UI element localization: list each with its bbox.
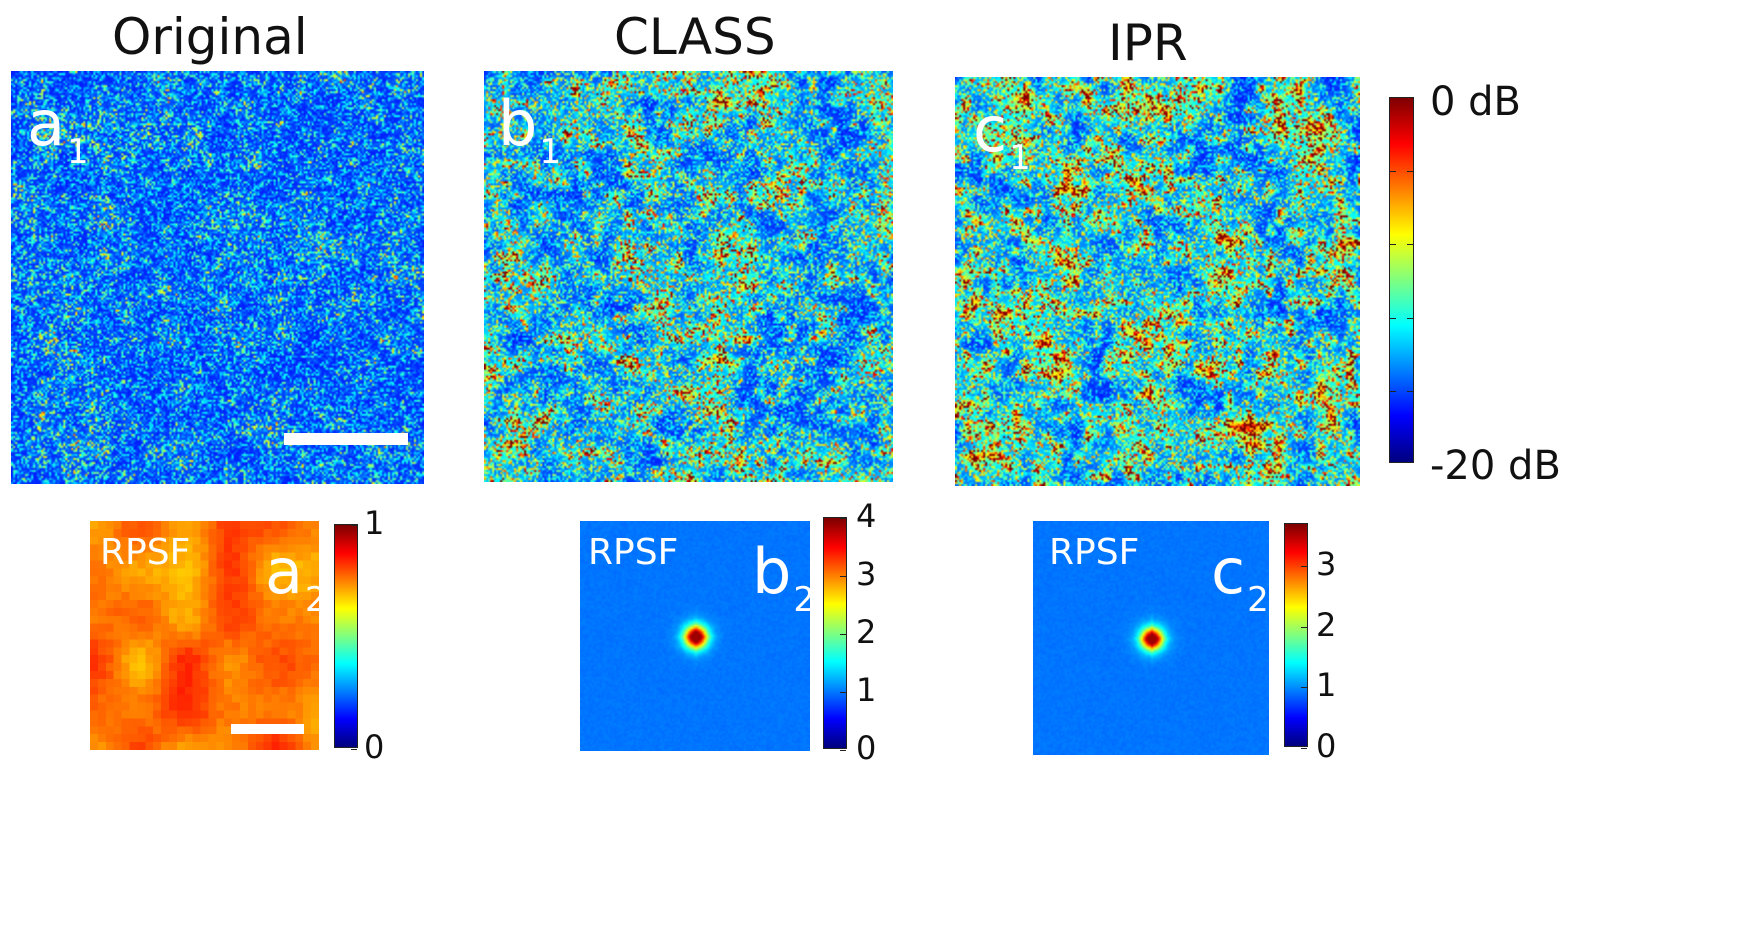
rpsf-image-ipr (1033, 521, 1269, 755)
colorbar-tick (1407, 171, 1413, 173)
colorbar-tick-label: 1 (364, 504, 385, 542)
panel-label-a1: a1 (27, 87, 89, 172)
colorbar-tick-label: 0 (1316, 727, 1337, 765)
rpsf-label-b2: RPSF (588, 532, 679, 573)
colorbar-tick (1407, 390, 1413, 392)
colorbar-tick-label: 1 (1316, 666, 1337, 705)
colorbar-tick (1390, 390, 1396, 392)
colorbar-tick (1390, 171, 1396, 173)
panel-label-c2: c2 (1211, 535, 1269, 620)
colorbar-tick-label: 3 (856, 555, 877, 593)
colorbar-tick (840, 634, 846, 635)
scale-bar (284, 433, 408, 445)
colorbar-tick (1407, 317, 1413, 319)
colorbar-tick (1390, 317, 1396, 319)
speckle-image-ipr (955, 77, 1360, 486)
colorbar-tick (840, 518, 846, 519)
panel-c2-rpsf: RPSF c2 (1033, 521, 1269, 755)
colorbar-tick (840, 692, 846, 693)
colorbar-tick-label: 1 (856, 671, 877, 709)
panel-b2-rpsf: RPSF b2 (580, 521, 810, 751)
db-colorbar (1389, 97, 1414, 463)
colorbar-tick (1301, 566, 1307, 568)
panel-b1-class-image: b1 (484, 71, 893, 482)
panel-label-c1: c1 (973, 93, 1031, 178)
colorbar-tick-label: 0 (364, 728, 385, 766)
panel-label-a2: a2 (265, 535, 319, 620)
rpsf-colorbar-a2 (334, 524, 358, 750)
colorbar-tick-label: 2 (1316, 605, 1337, 644)
speckle-image-original (11, 71, 424, 484)
colorbar-max-label: 0 dB (1430, 79, 1521, 125)
colorbar-tick-label: 4 (856, 497, 877, 535)
colorbar-tick (1407, 244, 1413, 246)
rpsf-image-class (580, 521, 810, 751)
rpsf-label-c2: RPSF (1049, 532, 1140, 573)
speckle-image-class (484, 71, 893, 482)
column-title-original: Original (112, 8, 308, 66)
colorbar-tick-label: 3 (1316, 545, 1337, 584)
colorbar-tick (1301, 687, 1307, 689)
colorbar-tick-label: 2 (856, 613, 877, 651)
colorbar-tick (840, 750, 846, 751)
colorbar-tick-label: 0 (856, 729, 877, 767)
rpsf-image-original (90, 521, 319, 750)
colorbar-tick (351, 525, 357, 526)
panel-label-b1: b1 (498, 87, 561, 172)
panel-a2-rpsf: RPSF a2 (90, 521, 319, 750)
colorbar-tick (1390, 244, 1396, 246)
colorbar-tick (1301, 748, 1307, 749)
column-title-class: CLASS (614, 8, 776, 66)
panel-a1-original-image: a1 (11, 71, 424, 484)
colorbar-tick (351, 749, 357, 750)
rpsf-colorbar-c2 (1284, 523, 1308, 749)
colorbar-tick (840, 576, 846, 577)
rpsf-colorbar-b2 (823, 517, 847, 751)
rpsf-scale-bar (231, 724, 304, 734)
column-title-ipr: IPR (1108, 14, 1188, 72)
rpsf-label-a2: RPSF (100, 532, 191, 573)
panel-c1-ipr-image: c1 (955, 77, 1360, 486)
colorbar-tick (1301, 626, 1307, 628)
colorbar-min-label: -20 dB (1430, 443, 1561, 489)
panel-label-b2: b2 (752, 535, 810, 620)
